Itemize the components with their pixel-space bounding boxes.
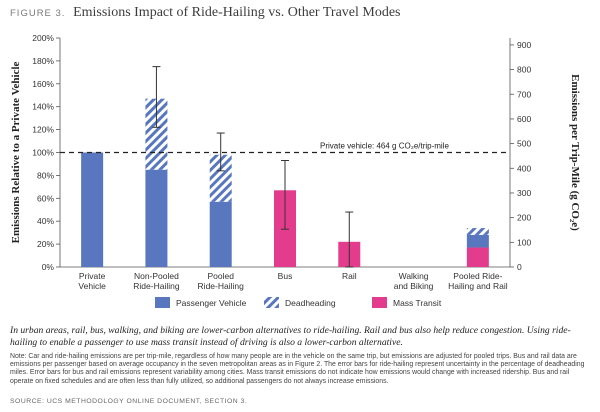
x-tick-label: Walking and Biking	[394, 271, 434, 291]
bar-deadheading	[466, 228, 489, 235]
x-tick-label: Pooled Ride-Hailing and Rail	[448, 271, 508, 291]
bar-passenger-vehicle	[81, 152, 104, 267]
y-tick-label-right: 500	[517, 139, 531, 149]
bar-chart: 0% 20% 40% 60% 80% 100% 120% 140% 160% 180% 200% 0 1…	[10, 33, 581, 308]
y-tick-label-right: 0	[517, 262, 522, 272]
x-tick-label: Pooled Ride-Hailing	[198, 271, 245, 291]
legend-item-deadheading: Deadheading	[264, 297, 336, 308]
figure-caption: In urban areas, rail, bus, walking, and …	[10, 325, 571, 348]
y-tick-label-right: 800	[517, 65, 531, 75]
legend-item-passenger-vehicle: Passenger Vehicle	[155, 297, 247, 308]
legend-label: Deadheading	[285, 298, 336, 308]
bar-passenger-vehicle	[145, 169, 168, 267]
y-tick-label-left: 180%	[32, 56, 54, 66]
bar-deadheading	[209, 154, 232, 202]
legend-swatch	[264, 297, 279, 308]
y-tick-label-right: 600	[517, 114, 531, 124]
legend-swatch	[372, 297, 387, 308]
x-tick-label: Non-Pooled Ride-Hailing	[133, 271, 180, 291]
y-tick-label-right: 900	[517, 40, 531, 50]
y-tick-label-left: 0%	[42, 262, 55, 272]
bar-passenger-vehicle	[466, 234, 489, 248]
y-tick-label-left: 80%	[37, 170, 54, 180]
figure-label: FIGURE 3.	[10, 8, 66, 19]
y-tick-label-left: 20%	[37, 239, 54, 249]
legend-swatch	[155, 297, 170, 308]
y-tick-label-right: 700	[517, 89, 531, 99]
legend-label: Passenger Vehicle	[176, 298, 247, 308]
x-tick-label: Private Vehicle	[78, 271, 106, 291]
x-tick-label: Rail	[342, 271, 357, 281]
figure-note: Note: Car and ride-hailing emissions are…	[10, 353, 585, 385]
reference-line-label: Private vehicle: 464 g CO₂e/trip-mile	[320, 142, 449, 151]
figure-title-text: Emissions Impact of Ride-Hailing vs. Oth…	[73, 5, 401, 20]
y-tick-label-left: 120%	[32, 125, 54, 135]
y-axis-title-right: Emissions per Trip-Mile (g CO₂e)	[569, 74, 581, 231]
y-tick-label-left: 140%	[32, 102, 54, 112]
y-tick-label-left: 40%	[37, 216, 54, 226]
bar-passenger-vehicle	[209, 201, 232, 267]
y-tick-label-right: 300	[517, 188, 531, 198]
legend-label: Mass Transit	[393, 298, 442, 308]
bar-mass-transit	[466, 247, 489, 267]
y-tick-label-left: 160%	[32, 79, 54, 89]
y-tick-label-left: 200%	[32, 33, 54, 43]
legend-item-mass-transit: Mass Transit	[372, 297, 442, 308]
y-tick-label-right: 100	[517, 237, 531, 247]
y-tick-label-right: 400	[517, 163, 531, 173]
y-tick-label-right: 200	[517, 213, 531, 223]
figure-title: FIGURE 3. Emissions Impact of Ride-Haili…	[10, 4, 401, 21]
y-tick-label-left: 60%	[37, 193, 54, 203]
y-axis-title-left: Emissions Relative to a Private Vehicle	[10, 61, 22, 243]
y-tick-label-left: 100%	[32, 148, 54, 158]
x-tick-label: Bus	[278, 271, 293, 281]
figure-source: SOURCE: UCS METHODOLOGY ONLINE DOCUMENT,…	[10, 398, 248, 405]
